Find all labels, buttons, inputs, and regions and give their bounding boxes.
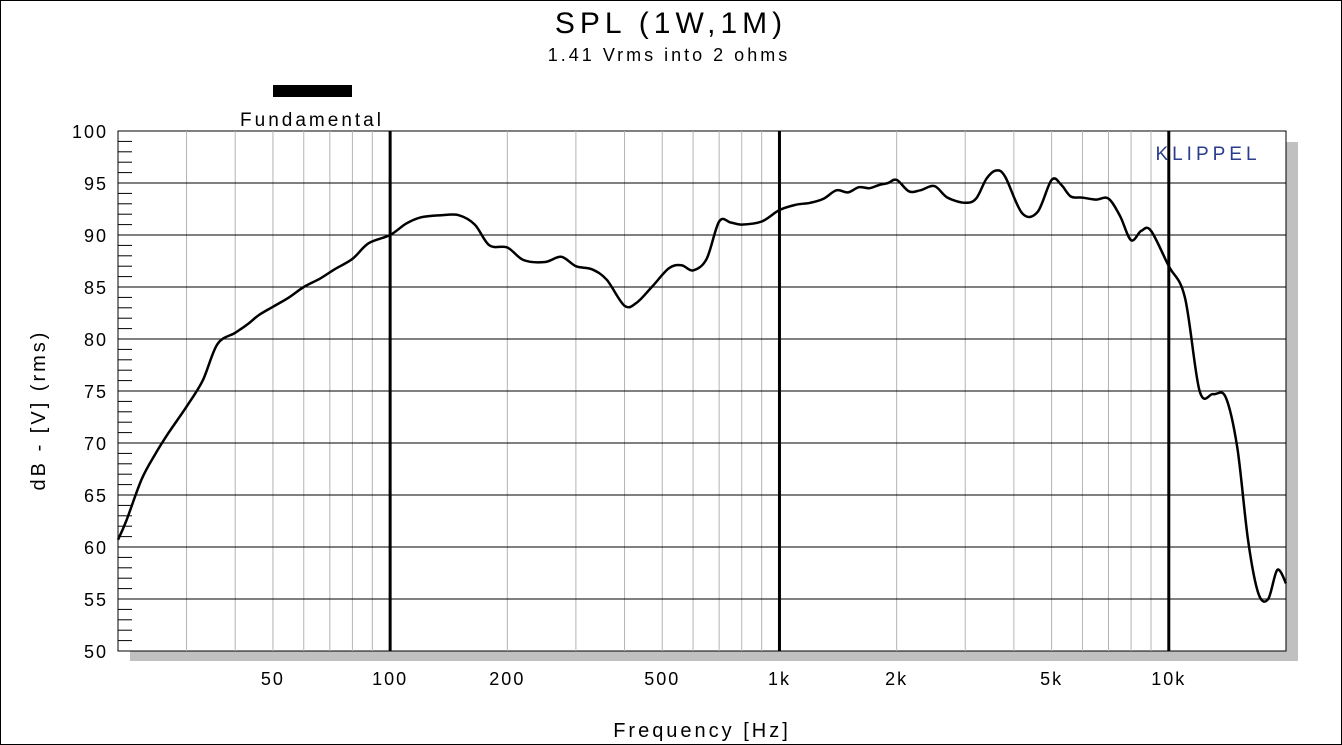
y-tick-label: 70 xyxy=(84,434,108,454)
x-tick-label: 200 xyxy=(489,669,525,689)
klippel-logo-text: KLIPPEL xyxy=(1155,144,1260,165)
chart-title: SPL (1W,1M) xyxy=(555,7,787,40)
x-tick-labels: 50 100 200 500 1k 2k 5k 10k xyxy=(261,669,1186,689)
y-tick-label: 50 xyxy=(84,642,108,662)
x-tick-label: 100 xyxy=(372,669,408,689)
legend-label-fundamental: Fundamental xyxy=(240,110,384,131)
major-grid xyxy=(118,131,1286,651)
chart-subtitle: 1.41 Vrms into 2 ohms xyxy=(548,45,790,65)
x-tick-label: 50 xyxy=(261,669,285,689)
y-tick-label: 90 xyxy=(84,226,108,246)
y-tick-label: 95 xyxy=(84,174,108,194)
x-tick-label: 10k xyxy=(1151,669,1186,689)
y-tick-label: 55 xyxy=(84,590,108,610)
y-tick-label: 85 xyxy=(84,278,108,298)
y-tick-label: 80 xyxy=(84,330,108,350)
series-layer xyxy=(116,169,1288,603)
y-tick-label: 65 xyxy=(84,486,108,506)
series-line-fundamental xyxy=(116,169,1288,603)
y-minor-ticks xyxy=(118,140,132,642)
x-tick-label: 500 xyxy=(644,669,680,689)
legend-swatch-fundamental xyxy=(273,85,352,97)
y-tick-label: 75 xyxy=(84,382,108,402)
minor-grid xyxy=(186,131,1152,651)
x-tick-label: 2k xyxy=(885,669,908,689)
y-tick-labels: 100 95 90 85 80 75 70 65 60 55 50 xyxy=(72,122,108,662)
y-tick-label: 100 xyxy=(72,122,108,142)
y-tick-label: 60 xyxy=(84,538,108,558)
y-axis-label: dB - [V] (rms) xyxy=(28,330,50,491)
x-axis-label: Frequency [Hz] xyxy=(613,720,791,742)
x-tick-label: 5k xyxy=(1040,669,1063,689)
x-tick-label: 1k xyxy=(768,669,791,689)
